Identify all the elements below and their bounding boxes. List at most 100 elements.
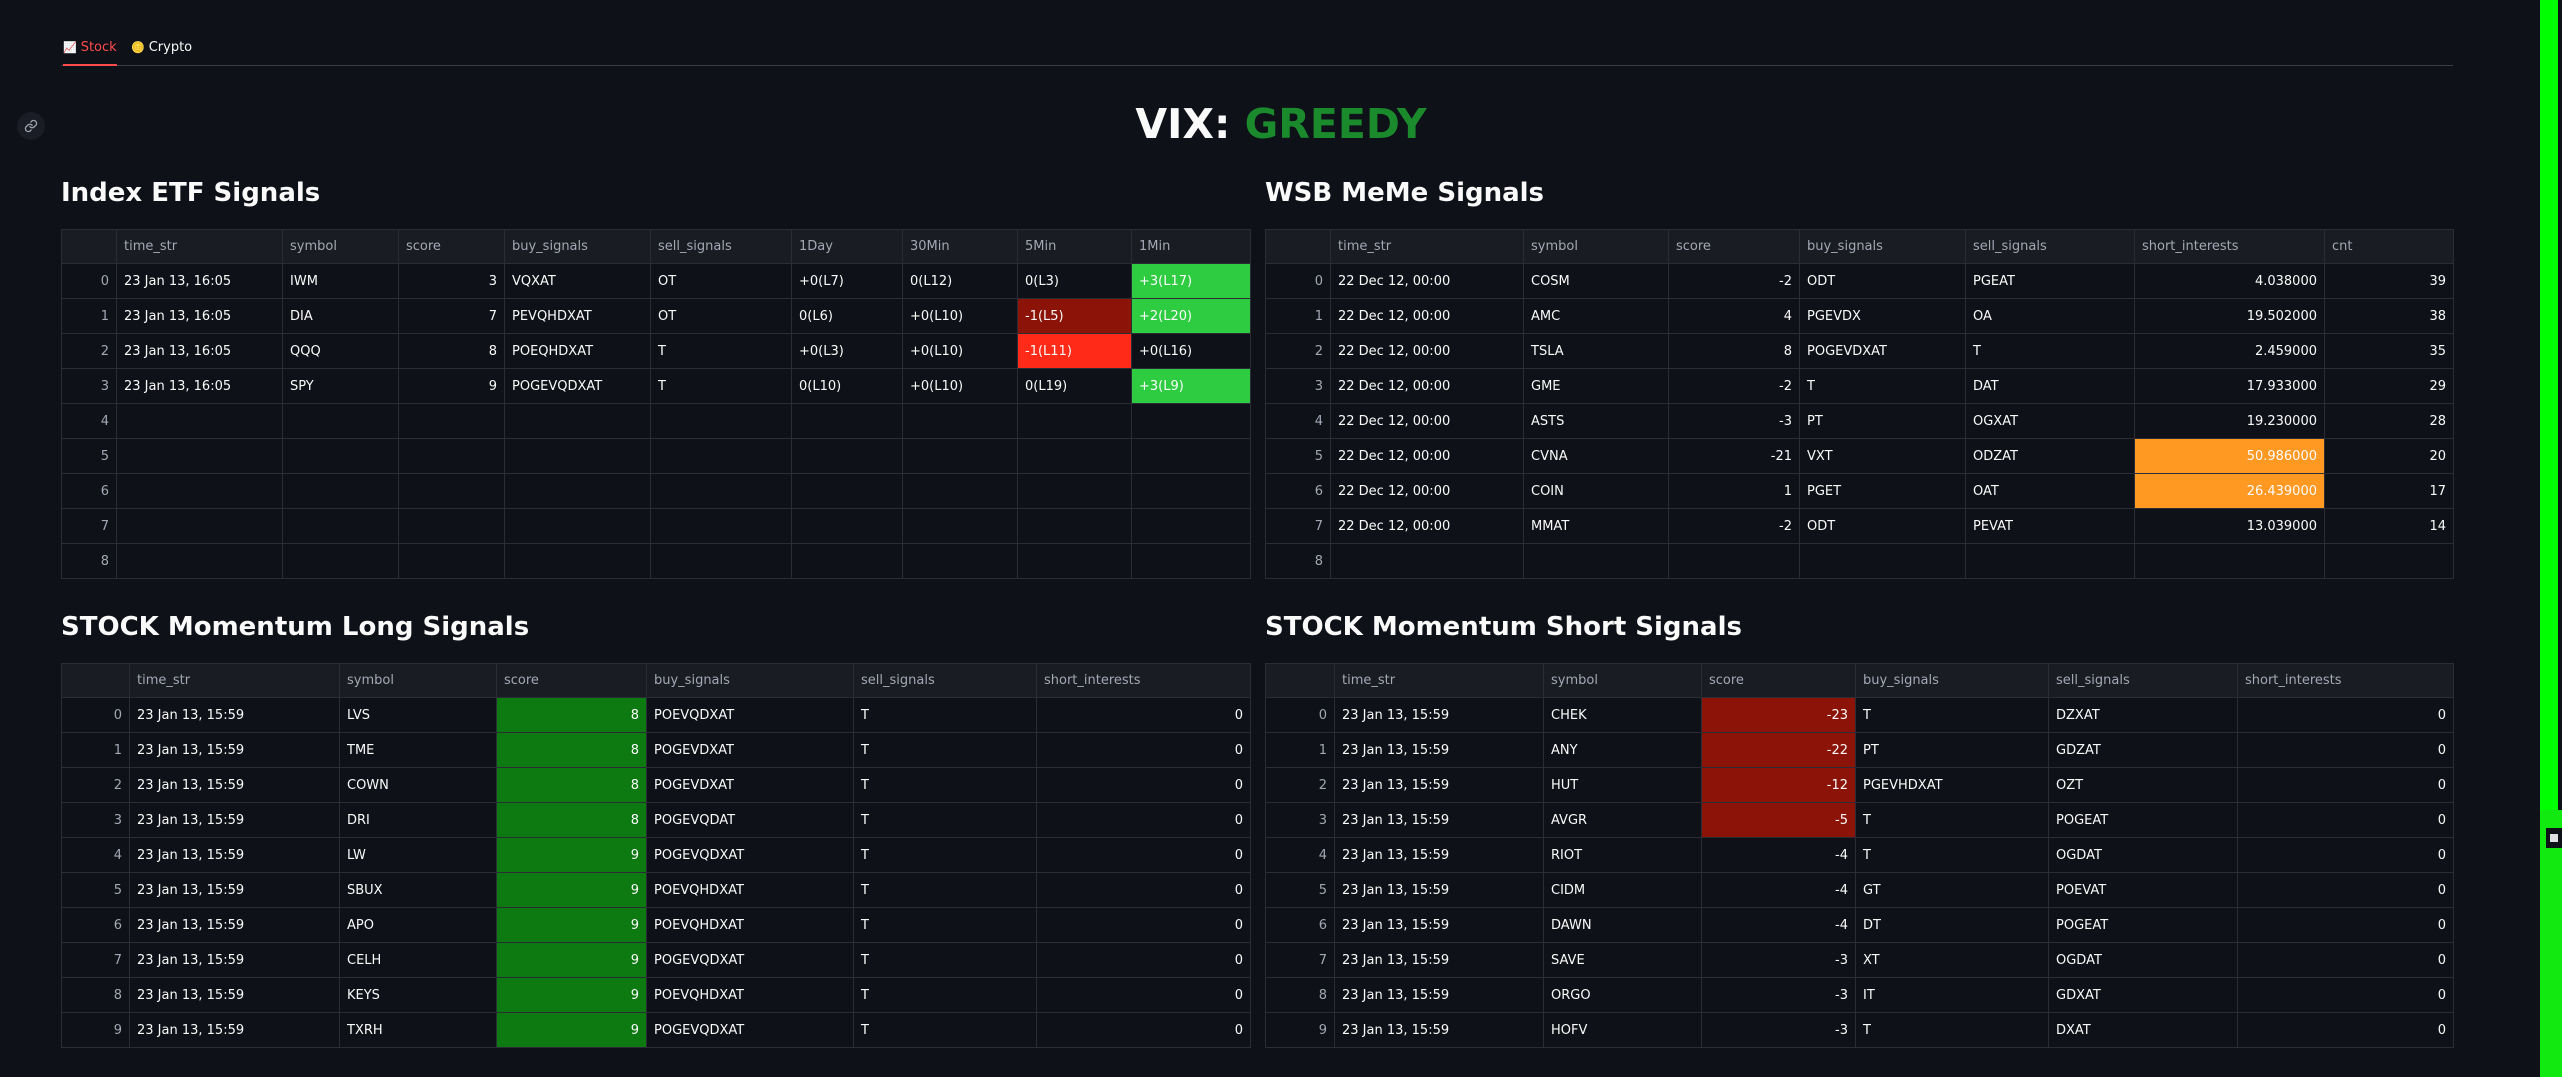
symbol-cell: CELH (339, 942, 497, 978)
table-row[interactable]: 1 23 Jan 13, 16:05 DIA 7 PEVQHDXAT OT 0(… (61, 298, 1251, 334)
column-header[interactable]: score (1701, 663, 1856, 698)
table-row[interactable]: 9 23 Jan 13, 15:59 TXRH 9 POGEVQDXAT T 0 (61, 1012, 1251, 1048)
column-header[interactable]: symbol (282, 229, 399, 264)
mom-short-table[interactable]: time_str symbol score buy_signals sell_s… (1265, 663, 2454, 1048)
column-header[interactable]: time_str (1330, 229, 1524, 264)
column-header[interactable]: short_interests (1036, 663, 1251, 698)
table-row[interactable]: 5 (61, 438, 1251, 474)
score-cell: -3 (1701, 977, 1856, 1013)
table-row[interactable]: 2 23 Jan 13, 15:59 COWN 8 POGEVDXAT T 0 (61, 767, 1251, 803)
time-cell (116, 403, 283, 439)
short-interests-cell: 2.459000 (2134, 333, 2325, 369)
tab-crypto-label: Crypto (148, 39, 193, 55)
table-row[interactable]: 4 22 Dec 12, 00:00 ASTS -3 PT OGXAT 19.2… (1265, 403, 2454, 439)
table-row[interactable]: 8 23 Jan 13, 15:59 KEYS 9 POEVQHDXAT T 0 (61, 977, 1251, 1013)
symbol-cell: COWN (339, 767, 497, 803)
column-header[interactable]: buy_signals (504, 229, 651, 264)
table-row[interactable]: 0 23 Jan 13, 15:59 CHEK -23 T DZXAT 0 (1265, 697, 2454, 733)
sell-signals-cell: DZXAT (2048, 697, 2238, 733)
time-cell: 23 Jan 13, 15:59 (1334, 942, 1544, 978)
row-index: 9 (1265, 1012, 1335, 1048)
table-row[interactable]: 7 (61, 508, 1251, 544)
column-header[interactable]: score (496, 663, 647, 698)
table-row[interactable]: 2 23 Jan 13, 15:59 HUT -12 PGEVHDXAT OZT… (1265, 767, 2454, 803)
symbol-cell: IWM (282, 263, 399, 299)
column-header[interactable]: 30Min (902, 229, 1018, 264)
table-row[interactable]: 2 23 Jan 13, 16:05 QQQ 8 POEQHDXAT T +0(… (61, 333, 1251, 369)
column-header[interactable]: score (1668, 229, 1800, 264)
table-row[interactable]: 8 (1265, 543, 2454, 579)
column-header[interactable]: score (398, 229, 505, 264)
table-row[interactable]: 5 22 Dec 12, 00:00 CVNA -21 VXT ODZAT 50… (1265, 438, 2454, 474)
table-row[interactable]: 7 23 Jan 13, 15:59 SAVE -3 XT OGDAT 0 (1265, 942, 2454, 978)
column-header[interactable]: symbol (1523, 229, 1669, 264)
cnt-cell: 20 (2324, 438, 2454, 474)
table-row[interactable]: 3 23 Jan 13, 15:59 AVGR -5 T POGEAT 0 (1265, 802, 2454, 838)
table-row[interactable]: 0 23 Jan 13, 16:05 IWM 3 VQXAT OT +0(L7)… (61, 263, 1251, 299)
symbol-cell: GME (1523, 368, 1669, 404)
index-etf-table[interactable]: time_str symbol score buy_signals sell_s… (61, 229, 1251, 579)
table-row[interactable]: 3 22 Dec 12, 00:00 GME -2 T DAT 17.93300… (1265, 368, 2454, 404)
table-row[interactable]: 5 23 Jan 13, 15:59 CIDM -4 GT POEVAT 0 (1265, 872, 2454, 908)
30min-cell: +0(L10) (902, 368, 1018, 404)
column-header[interactable]: sell_signals (1965, 229, 2135, 264)
short-interests-cell: 19.230000 (2134, 403, 2325, 439)
wsb-table[interactable]: time_str symbol score buy_signals sell_s… (1265, 229, 2454, 579)
table-row[interactable]: 4 23 Jan 13, 15:59 RIOT -4 T OGDAT 0 (1265, 837, 2454, 873)
tab-stock[interactable]: 📈 Stock (63, 30, 117, 66)
table-row[interactable]: 4 (61, 403, 1251, 439)
table-row[interactable]: 2 22 Dec 12, 00:00 TSLA 8 POGEVDXAT T 2.… (1265, 333, 2454, 369)
tab-crypto[interactable]: 🪙 Crypto (131, 30, 192, 64)
column-header[interactable]: 1Day (791, 229, 903, 264)
column-header[interactable]: 1Min (1131, 229, 1251, 264)
column-header[interactable]: time_str (1334, 663, 1544, 698)
short-interests-cell: 0 (1036, 837, 1251, 873)
column-header[interactable]: cnt (2324, 229, 2454, 264)
table-row[interactable]: 3 23 Jan 13, 16:05 SPY 9 POGEVQDXAT T 0(… (61, 368, 1251, 404)
buy-signals-cell: PEVQHDXAT (504, 298, 651, 334)
table-row[interactable]: 0 23 Jan 13, 15:59 LVS 8 POEVQDXAT T 0 (61, 697, 1251, 733)
table-row[interactable]: 8 (61, 543, 1251, 579)
table-row[interactable]: 1 23 Jan 13, 15:59 TME 8 POGEVDXAT T 0 (61, 732, 1251, 768)
table-row[interactable]: 1 23 Jan 13, 15:59 ANY -22 PT GDZAT 0 (1265, 732, 2454, 768)
column-header[interactable]: short_interests (2134, 229, 2325, 264)
column-header[interactable]: short_interests (2237, 663, 2454, 698)
table-row[interactable]: 7 22 Dec 12, 00:00 MMAT -2 ODT PEVAT 13.… (1265, 508, 2454, 544)
table-row[interactable]: 6 23 Jan 13, 15:59 APO 9 POEVQHDXAT T 0 (61, 907, 1251, 943)
table-row[interactable]: 4 23 Jan 13, 15:59 LW 9 POGEVQDXAT T 0 (61, 837, 1251, 873)
table-row[interactable]: 5 23 Jan 13, 15:59 SBUX 9 POEVQHDXAT T 0 (61, 872, 1251, 908)
column-header[interactable]: 5Min (1017, 229, 1132, 264)
scrollbar[interactable] (2540, 0, 2562, 1077)
time-cell: 22 Dec 12, 00:00 (1330, 508, 1524, 544)
column-header[interactable]: buy_signals (646, 663, 854, 698)
column-header[interactable]: buy_signals (1855, 663, 2049, 698)
table-row[interactable]: 6 23 Jan 13, 15:59 DAWN -4 DT POGEAT 0 (1265, 907, 2454, 943)
column-header[interactable]: symbol (1543, 663, 1702, 698)
column-header[interactable]: time_str (116, 229, 283, 264)
column-header[interactable]: sell_signals (650, 229, 792, 264)
column-header[interactable]: sell_signals (853, 663, 1037, 698)
time-cell: 23 Jan 13, 15:59 (1334, 837, 1544, 873)
sell-signals-cell: GDZAT (2048, 732, 2238, 768)
mom-long-table[interactable]: time_str symbol score buy_signals sell_s… (61, 663, 1251, 1048)
row-index: 6 (1265, 907, 1335, 943)
link-icon[interactable] (17, 112, 45, 140)
table-row[interactable]: 8 23 Jan 13, 15:59 ORGO -3 IT GDXAT 0 (1265, 977, 2454, 1013)
table-row[interactable]: 9 23 Jan 13, 15:59 HOFV -3 T DXAT 0 (1265, 1012, 2454, 1048)
column-header[interactable]: buy_signals (1799, 229, 1966, 264)
table-row[interactable]: 6 (61, 473, 1251, 509)
symbol-cell: CHEK (1543, 697, 1702, 733)
column-header[interactable]: time_str (129, 663, 340, 698)
column-header[interactable]: symbol (339, 663, 497, 698)
5min-cell (1017, 473, 1132, 509)
table-row[interactable]: 7 23 Jan 13, 15:59 CELH 9 POGEVQDXAT T 0 (61, 942, 1251, 978)
sell-signals-cell: T (853, 697, 1037, 733)
buy-signals-cell: IT (1855, 977, 2049, 1013)
table-row[interactable]: 6 22 Dec 12, 00:00 COIN 1 PGET OAT 26.43… (1265, 473, 2454, 509)
table-row[interactable]: 1 22 Dec 12, 00:00 AMC 4 PGEVDX OA 19.50… (1265, 298, 2454, 334)
column-header[interactable]: sell_signals (2048, 663, 2238, 698)
table-row[interactable]: 3 23 Jan 13, 15:59 DRI 8 POGEVQDAT T 0 (61, 802, 1251, 838)
5min-cell (1017, 403, 1132, 439)
buy-signals-cell: PT (1855, 732, 2049, 768)
table-row[interactable]: 0 22 Dec 12, 00:00 COSM -2 ODT PGEAT 4.0… (1265, 263, 2454, 299)
